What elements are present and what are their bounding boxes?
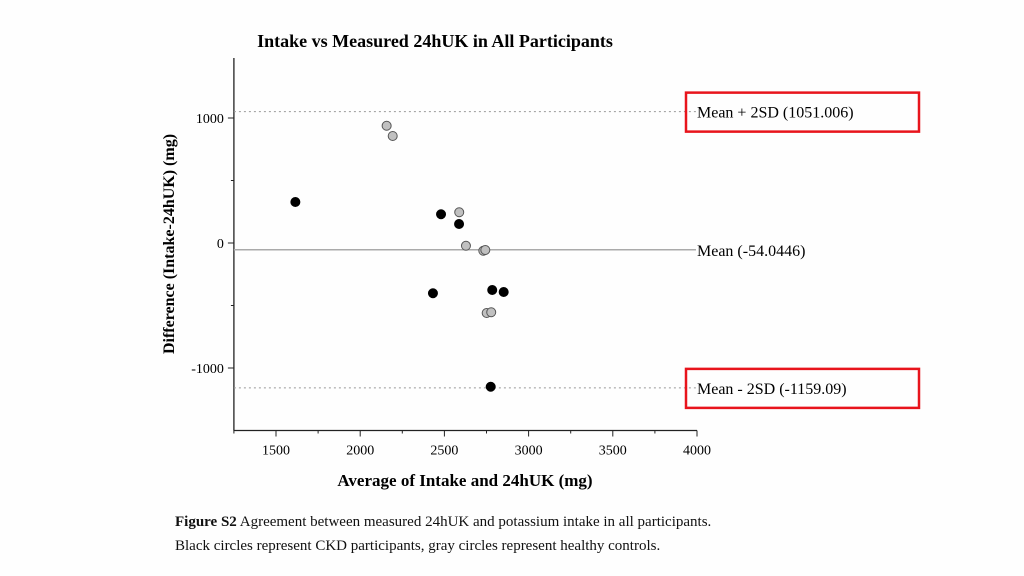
x-tick-label: 2000: [346, 444, 374, 459]
control-point: [480, 245, 491, 255]
caption-text-1: Agreement between measured 24hUK and pot…: [239, 514, 712, 530]
y-axis-label: Difference (Intake-24hUK) (mg): [161, 134, 178, 354]
reference-label: Mean - 2SD (-1159.09): [697, 381, 847, 398]
caption-label: Figure S2: [175, 514, 237, 530]
x-tick-label: 1500: [262, 444, 290, 459]
x-tick-label: 4000: [683, 444, 711, 459]
ckd-point: [454, 219, 465, 229]
control-point: [387, 131, 398, 141]
ckd-point: [498, 287, 509, 297]
reference-label: Mean + 2SD (1051.006): [697, 105, 854, 122]
ckd-point: [436, 209, 447, 220]
y-tick-label: 0: [217, 237, 224, 252]
control-point: [381, 120, 392, 131]
caption-text-2: Black circles represent CKD participants…: [175, 538, 661, 554]
ckd-point: [487, 285, 498, 295]
chart-title: Intake vs Measured 24hUK in All Particip…: [257, 31, 613, 51]
highlight-box: [684, 367, 921, 410]
highlight-box: [684, 91, 921, 133]
reference-label: Mean (-54.0446): [697, 243, 805, 260]
ckd-point: [485, 381, 496, 392]
ckd-point: [427, 288, 438, 299]
x-tick-label: 3000: [515, 444, 543, 459]
control-point: [486, 307, 497, 318]
x-tick-label: 2500: [430, 444, 458, 459]
x-tick-label: 3500: [599, 444, 627, 459]
ckd-point: [290, 197, 301, 207]
x-axis-label: Average of Intake and 24hUK (mg): [337, 471, 592, 490]
y-tick-label: -1000: [191, 362, 224, 377]
y-tick-label: 1000: [196, 112, 224, 127]
caption-line-1: Figure S2 Agreement between measured 24h…: [175, 514, 711, 531]
control-point: [454, 207, 465, 218]
control-point: [460, 240, 471, 251]
